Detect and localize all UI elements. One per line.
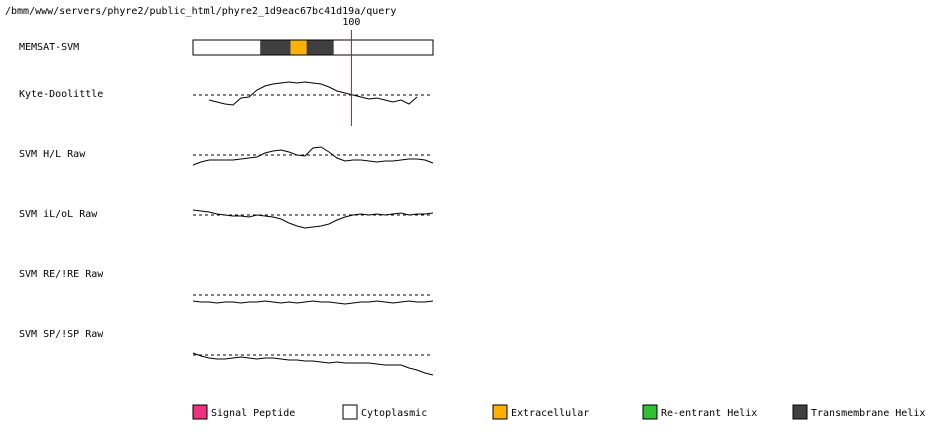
track-line [208, 81, 418, 106]
track-label: SVM RE/!RE Raw [19, 269, 104, 280]
topology-segment [260, 40, 291, 55]
legend-label: Transmembrane Helix [811, 408, 925, 419]
legend-swatch [792, 404, 808, 420]
track-label: SVM H/L Raw [19, 149, 86, 160]
legend-swatch [642, 404, 658, 420]
track-label: SVM SP/!SP Raw [19, 329, 104, 340]
legend-swatch [192, 404, 208, 420]
track-line [192, 146, 434, 166]
legend-swatch [492, 404, 508, 420]
topology-frame [192, 39, 434, 56]
legend-label: Re-entrant Helix [661, 408, 757, 419]
track-line [192, 209, 434, 229]
track-label: SVM iL/oL Raw [19, 209, 98, 220]
track-line [192, 352, 434, 376]
legend-label: Cytoplasmic [361, 408, 427, 419]
topology-segment [193, 40, 261, 55]
legend-label: Signal Peptide [211, 408, 295, 419]
topology-segment [333, 40, 433, 55]
track-line [192, 300, 434, 305]
topology-label: MEMSAT-SVM [19, 42, 79, 53]
topology-segment [306, 40, 334, 55]
topology-segment [290, 40, 307, 55]
query-path: /bmm/www/servers/phyre2/public_html/phyr… [5, 6, 396, 17]
legend-swatch [342, 404, 358, 420]
track-label: Kyte-Doolittle [19, 89, 103, 100]
position-marker-label: 100 [342, 17, 360, 28]
legend-label: Extracellular [511, 408, 589, 419]
